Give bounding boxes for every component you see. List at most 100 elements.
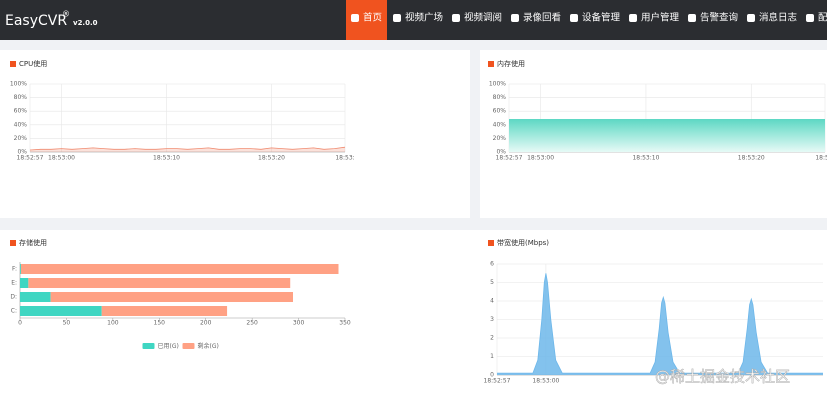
title-icon xyxy=(488,240,494,246)
x-tick-label: 50 xyxy=(63,320,71,327)
panel-title: CPU使用 xyxy=(19,59,47,68)
y-tick-label: D: xyxy=(10,294,17,301)
panel-title: 内存使用 xyxy=(497,59,525,68)
nav-label: 录像回看 xyxy=(523,12,561,24)
y-tick-label: 100% xyxy=(489,81,506,88)
y-tick-label: 1 xyxy=(490,353,494,360)
legend-swatch xyxy=(182,343,195,349)
nav-label: 用户管理 xyxy=(641,12,680,24)
x-tick-label: 18:53:10 xyxy=(153,155,180,162)
y-tick-label: E: xyxy=(11,280,17,287)
logo-mark: ® xyxy=(62,10,70,19)
nav-item[interactable]: 配 xyxy=(806,13,827,24)
nav-label: 首页 xyxy=(363,12,382,24)
logo: EasyCVR xyxy=(5,13,67,29)
y-tick-label: 20% xyxy=(493,135,507,142)
panel-title: 存储使用 xyxy=(19,238,47,247)
nav-icon xyxy=(688,14,696,22)
nav-menu: 首页 视频广场 视频调阅 录像回看 设备管理 用户管理 告警查询 消息日志 配 xyxy=(346,0,827,40)
y-tick-label: 3 xyxy=(490,316,494,323)
nav-item[interactable]: 设备管理 xyxy=(570,12,621,24)
legend-label: 剩余(G) xyxy=(198,342,219,350)
y-tick-label: 100% xyxy=(10,81,27,88)
nav-label: 视频广场 xyxy=(405,12,443,24)
bar xyxy=(20,306,102,316)
x-tick-label: 250 xyxy=(246,320,258,327)
title-icon xyxy=(488,61,494,67)
bar xyxy=(101,306,228,316)
y-tick-label: F: xyxy=(12,266,17,273)
nav-item[interactable]: 视频广场 xyxy=(393,12,443,24)
x-tick-label: 100 xyxy=(107,320,119,327)
panel-title: 带宽使用(Mbps) xyxy=(497,238,549,247)
y-tick-label: C: xyxy=(11,308,17,315)
nav-icon xyxy=(452,14,460,22)
bar xyxy=(20,278,29,288)
x-tick-label: 300 xyxy=(293,320,305,327)
nav-label: 视频调阅 xyxy=(464,12,502,24)
nav-item[interactable]: 录像回看 xyxy=(511,12,561,24)
y-tick-label: 0% xyxy=(17,149,27,156)
bar xyxy=(28,278,291,288)
nav-label: 告警查询 xyxy=(700,12,738,24)
x-tick-label: 18:53:20 xyxy=(738,155,765,162)
version: v2.0.0 xyxy=(73,19,98,27)
y-tick-label: 60% xyxy=(493,108,507,115)
x-tick-label: 18:53:10 xyxy=(632,155,659,162)
bar xyxy=(50,292,294,302)
y-tick-label: 40% xyxy=(493,121,507,128)
legend-swatch xyxy=(142,343,155,349)
nav-label: 设备管理 xyxy=(582,12,621,24)
nav-label: 配 xyxy=(818,13,827,24)
y-tick-label: 6 xyxy=(490,261,494,268)
watermark: @稀土掘金技术社区 xyxy=(655,368,790,386)
nav-item[interactable]: 用户管理 xyxy=(629,12,680,24)
y-tick-label: 4 xyxy=(490,298,494,305)
y-tick-label: 5 xyxy=(490,279,494,286)
x-tick-label: 18:52:57 xyxy=(484,378,511,385)
bar xyxy=(20,264,339,274)
nav-label: 消息日志 xyxy=(759,12,797,24)
x-tick-label: 18:52:57 xyxy=(496,155,523,162)
y-tick-label: 40% xyxy=(14,121,28,128)
y-tick-label: 60% xyxy=(14,108,28,115)
y-tick-label: 0 xyxy=(490,372,494,379)
x-tick-label: 150 xyxy=(154,320,166,327)
nav-item[interactable]: 告警查询 xyxy=(688,12,738,24)
x-tick-label: 18:53: xyxy=(335,155,354,162)
x-tick-label: 18:53:00 xyxy=(527,155,554,162)
x-tick-label: 18:53:00 xyxy=(532,378,559,385)
panel xyxy=(0,50,470,218)
legend-label: 已用(G) xyxy=(158,343,179,350)
nav-icon xyxy=(747,14,755,22)
y-tick-label: 2 xyxy=(490,335,494,342)
x-tick-label: 18:52:57 xyxy=(17,155,44,162)
nav-icon xyxy=(570,14,578,22)
y-tick-label: 0% xyxy=(496,149,506,156)
x-tick-label: 18:53:00 xyxy=(48,155,75,162)
nav-icon xyxy=(629,14,637,22)
nav-icon xyxy=(393,14,401,22)
x-tick-label: 18:53:20 xyxy=(258,155,285,162)
nav-icon xyxy=(351,14,359,22)
nav-item[interactable]: 视频调阅 xyxy=(452,12,502,24)
title-icon xyxy=(10,61,16,67)
line xyxy=(29,146,346,151)
bar xyxy=(20,292,51,302)
y-tick-label: 20% xyxy=(14,135,28,142)
nav-icon xyxy=(806,14,814,22)
x-tick-label: 18:53: xyxy=(815,155,827,162)
nav-item[interactable]: 消息日志 xyxy=(747,12,797,24)
y-tick-label: 80% xyxy=(493,94,507,101)
bar xyxy=(20,264,21,274)
nav-item[interactable]: 首页 xyxy=(346,0,387,40)
nav-icon xyxy=(511,14,519,22)
x-tick-label: 0 xyxy=(18,320,22,327)
y-tick-label: 80% xyxy=(14,94,28,101)
line xyxy=(497,273,823,374)
area-fill xyxy=(509,119,825,152)
x-tick-label: 350 xyxy=(339,320,351,327)
title-icon xyxy=(10,240,16,246)
